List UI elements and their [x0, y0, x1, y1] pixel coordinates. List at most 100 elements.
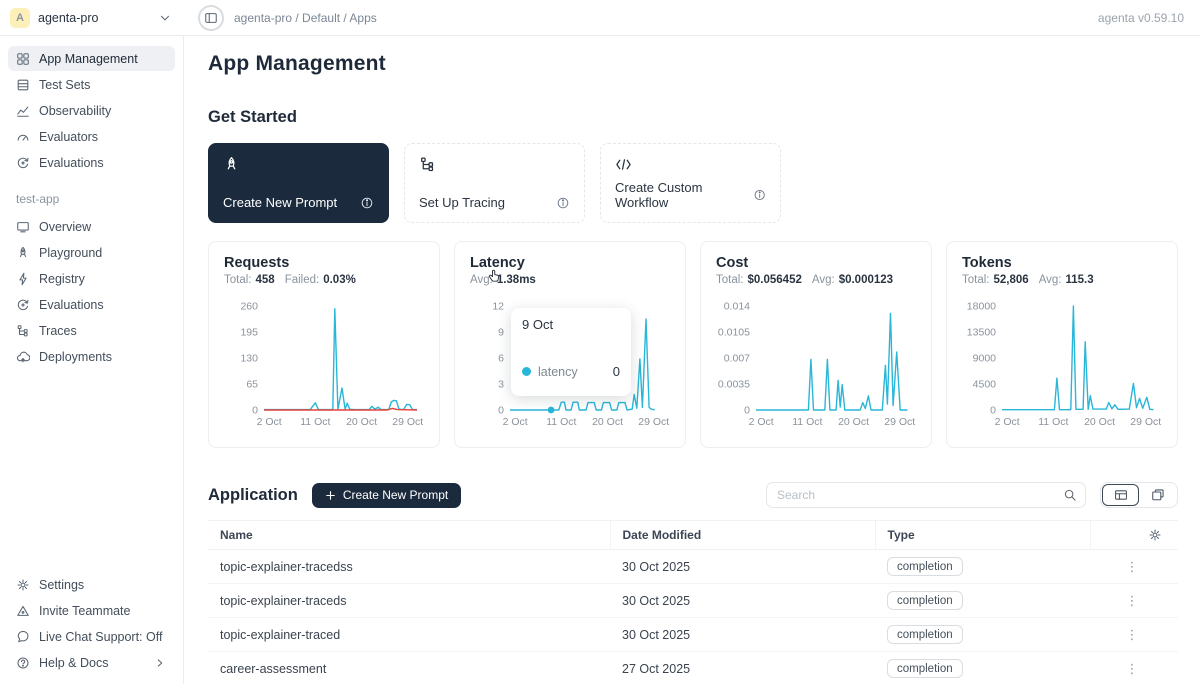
sidebar-item-evaluators[interactable]: Evaluators — [8, 124, 175, 149]
lightning-icon — [19, 272, 27, 285]
sidebar-item-settings[interactable]: Settings — [8, 572, 175, 597]
column-settings-gear-icon[interactable] — [1148, 528, 1162, 542]
svg-text:0: 0 — [498, 405, 504, 417]
sidebar-item-label: Test Sets — [39, 77, 91, 92]
evaluations-icon — [17, 157, 29, 168]
sidebar-item-traces[interactable]: Traces — [8, 318, 175, 343]
svg-text:29 Oct: 29 Oct — [392, 416, 423, 428]
sidebar-toggle-button[interactable] — [198, 4, 224, 31]
breadcrumb[interactable]: agenta-pro / Default / Apps — [234, 10, 377, 25]
svg-text:0: 0 — [252, 405, 258, 417]
app-section-label: test-app — [16, 192, 60, 206]
svg-text:20 Oct: 20 Oct — [838, 416, 869, 428]
svg-text:11 Oct: 11 Oct — [300, 416, 330, 428]
chart-stats: Total: $0.056452 Avg: $0.000123 — [716, 274, 894, 286]
sidebar-item-label: Help & Docs — [39, 655, 109, 670]
table-row[interactable]: topic-explainer-traced 30 Oct 2025 compl… — [208, 617, 1178, 652]
sidebar-item-playground[interactable]: Playground — [8, 240, 175, 265]
row-menu-button[interactable]: ⋮ — [1125, 626, 1139, 642]
code-icon — [616, 159, 631, 170]
latency-line-chart: 0 3 6 9 12 2 Oct 11 Oct 20 Oct 29 Oct — [492, 301, 669, 429]
svg-text:65: 65 — [246, 379, 258, 391]
sidebar-item-label: Traces — [39, 323, 77, 338]
sidebar-item-invite-teammate[interactable]: Invite Teammate — [8, 598, 175, 623]
chart-stats: Total: 458 Failed: 0.03% — [224, 274, 356, 286]
svg-text:11 Oct: 11 Oct — [1038, 416, 1068, 428]
sidebar-item-evaluations[interactable]: Evaluations — [8, 150, 175, 175]
sidebar-item-label: Observability — [39, 103, 112, 118]
sidebar-item-label: Live Chat Support: Off — [39, 629, 163, 644]
sidebar: App Management Test Sets Observability E… — [0, 36, 184, 684]
search-input[interactable] — [777, 488, 1063, 502]
sidebar-item-label: Evaluations — [39, 155, 104, 170]
create-new-prompt-card[interactable]: Create New Prompt — [208, 143, 389, 223]
chevron-right-icon — [157, 658, 163, 667]
invite-icon — [17, 605, 29, 616]
set-up-tracing-card[interactable]: Set Up Tracing — [404, 143, 585, 223]
sidebar-item-help-docs[interactable]: Help & Docs — [8, 650, 175, 675]
series-dot — [522, 367, 531, 376]
create-custom-workflow-card[interactable]: Create Custom Workflow — [600, 143, 781, 223]
rocket-icon — [19, 246, 27, 257]
card-label: Set Up Tracing — [419, 195, 505, 210]
sidebar-item-test-sets[interactable]: Test Sets — [8, 72, 175, 97]
sidebar-item-app-evaluations[interactable]: Evaluations — [8, 292, 175, 317]
monitor-icon — [17, 221, 29, 232]
info-icon[interactable] — [360, 196, 374, 210]
sidebar-item-label: App Management — [39, 51, 138, 66]
tokens-chart-card: Tokens Total: 52,806 Avg: 115.3 0 4500 9000 1… — [946, 241, 1178, 448]
workspace-avatar: A — [10, 7, 30, 28]
view-toggle — [1100, 482, 1178, 508]
svg-text:0.014: 0.014 — [724, 301, 750, 313]
workspace-name: agenta-pro — [38, 10, 99, 25]
rocket-icon — [227, 157, 236, 170]
svg-text:0: 0 — [744, 405, 750, 417]
plus-icon — [326, 490, 335, 500]
sidebar-item-deployments[interactable]: Deployments — [8, 344, 175, 369]
row-menu-button[interactable]: ⋮ — [1125, 592, 1139, 608]
app-date-modified: 30 Oct 2025 — [610, 583, 875, 618]
info-icon[interactable] — [753, 188, 766, 202]
table-row[interactable]: topic-explainer-traceds 30 Oct 2025 comp… — [208, 583, 1178, 618]
type-badge: completion — [887, 625, 963, 644]
svg-text:18000: 18000 — [967, 301, 996, 313]
cloud-icon — [17, 351, 30, 362]
svg-text:29 Oct: 29 Oct — [1130, 416, 1161, 428]
table-view-button[interactable] — [1102, 484, 1139, 506]
app-name: topic-explainer-traceds — [208, 583, 610, 618]
svg-text:2 Oct: 2 Oct — [749, 416, 774, 428]
search-icon[interactable] — [1063, 488, 1077, 502]
create-new-prompt-button[interactable]: Create New Prompt — [311, 482, 462, 508]
app-name: topic-explainer-tracedss — [208, 549, 610, 584]
sidebar-item-observability[interactable]: Observability — [8, 98, 175, 123]
table-row[interactable]: topic-explainer-tracedss 30 Oct 2025 com… — [208, 549, 1178, 584]
version-label: agenta v0.59.10 — [1097, 10, 1184, 25]
svg-text:260: 260 — [240, 301, 258, 313]
svg-text:20 Oct: 20 Oct — [1084, 416, 1115, 428]
get-started-cards: Create New Prompt Set Up Tracing Create … — [208, 143, 1178, 223]
type-badge: completion — [887, 659, 963, 678]
app-date-modified: 30 Oct 2025 — [610, 617, 875, 652]
info-icon[interactable] — [556, 196, 570, 210]
svg-text:20 Oct: 20 Oct — [592, 416, 623, 428]
svg-text:4500: 4500 — [973, 379, 997, 391]
card-view-button[interactable] — [1139, 484, 1176, 506]
gear-icon — [17, 578, 29, 591]
sidebar-panel-icon — [205, 12, 217, 23]
sidebar-item-label: Registry — [39, 271, 85, 286]
sidebar-item-overview[interactable]: Overview — [8, 214, 175, 239]
tokens-line-chart: 0 4500 9000 13500 18000 2 Oct 11 Oct 20 Oct 29 O… — [967, 301, 1161, 429]
cost-line-chart: 0 0.0035 0.007 0.0105 0.014 2 Oct 11 Oct 20 Oct… — [718, 301, 915, 429]
sidebar-item-label: Evaluators — [39, 129, 99, 144]
sidebar-item-label: Overview — [39, 219, 92, 234]
workspace-switcher[interactable]: A agenta-pro — [0, 7, 184, 28]
row-menu-button[interactable]: ⋮ — [1125, 660, 1139, 676]
column-header-actions — [1089, 520, 1178, 550]
metrics-charts-row: Requests Total: 458 Failed: 0.03% 0 65 130 19… — [208, 241, 1178, 448]
sidebar-item-live-chat[interactable]: Live Chat Support: Off — [8, 624, 175, 649]
svg-text:29 Oct: 29 Oct — [884, 416, 915, 428]
sidebar-item-registry[interactable]: Registry — [8, 266, 175, 291]
row-menu-button[interactable]: ⋮ — [1125, 558, 1139, 574]
table-row[interactable]: career-assessment 27 Oct 2025 completion… — [208, 651, 1178, 684]
sidebar-item-app-management[interactable]: App Management — [8, 46, 175, 71]
